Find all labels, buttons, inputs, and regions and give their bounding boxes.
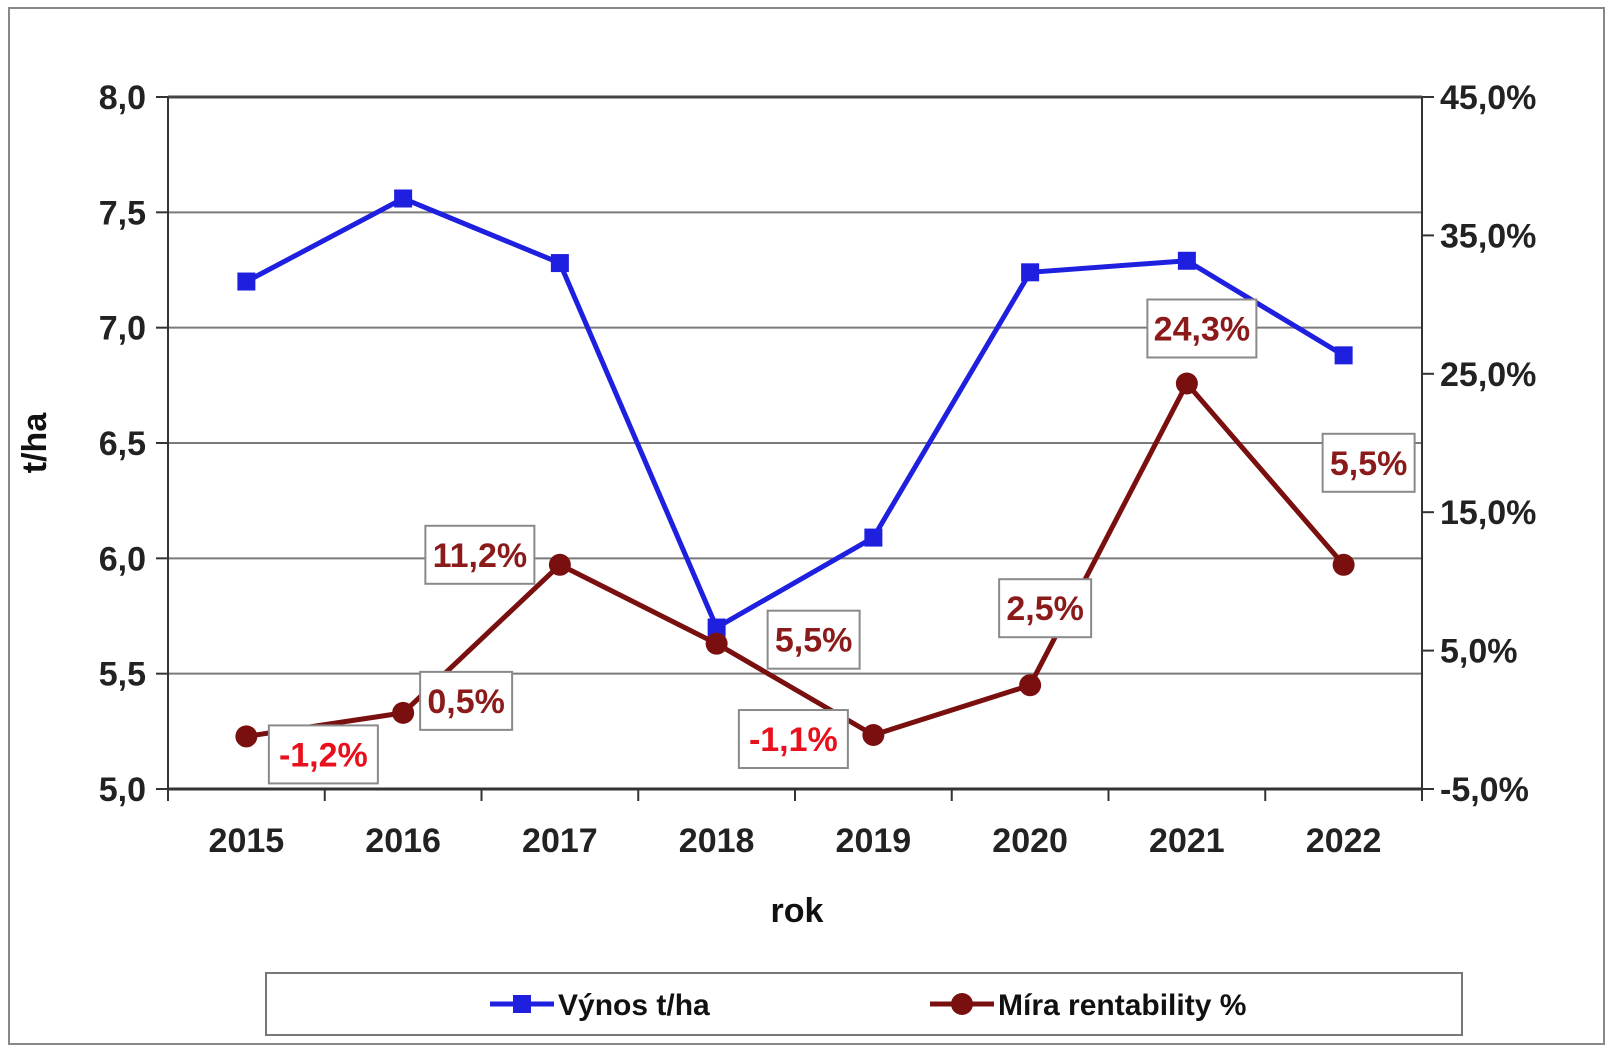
data-label-text: -1,1% [749,721,838,759]
data-label: 2,5% [998,578,1093,639]
yield-point [1334,346,1353,365]
data-label-box [1321,432,1416,493]
data-label-text: 11,2% [433,537,528,575]
axes-layer: 5,0 5,5 6,0 6,5 7,0 7,5 8,0 -5,0% 5,0% 15,0% 25,0%… [16,79,1536,930]
data-label-text: 5,5% [775,622,853,660]
data-label: 5,5% [1321,432,1416,493]
y-tick-label: 8,0 [99,79,146,117]
data-label: 24,3% [1146,298,1258,359]
legend-label: Výnos t/ha [558,989,710,1022]
x-tick-label: 2021 [1149,822,1225,860]
x-tick-label: 2015 [209,822,285,860]
y-axis-title: t/ha [16,412,54,474]
legend-layer: Výnos t/ha Míra rentability % [265,972,1463,1036]
data-label: -1,1% [737,709,849,770]
yield-point [550,254,569,273]
yield-point [707,618,726,637]
legend-label: Míra rentability % [998,989,1246,1022]
data-label: 0,5% [419,670,514,731]
x-tick-label: 2017 [522,822,598,860]
y2-tick-label: 35,0% [1440,217,1536,255]
y2-tick-label: 15,0% [1440,494,1536,532]
data-label-text: -1,2% [279,736,368,774]
x-tick-label: 2016 [365,822,441,860]
x-tick-label: 2019 [836,822,912,860]
data-label-text: 0,5% [427,683,505,721]
outer-border [8,7,1605,1045]
legend-box [265,972,1463,1036]
rentability-point [705,632,728,655]
y2-tick-label: 45,0% [1440,79,1536,117]
data-label-text: 2,5% [1006,590,1084,628]
data-label: 11,2% [424,524,536,585]
data-label-text: 24,3% [1154,310,1250,348]
rentability-point [1019,674,1042,697]
legend-swatch-marker [951,993,973,1015]
yield-point [864,528,883,547]
rentability-point [548,553,571,576]
data-label-box [766,609,861,670]
series-line-0 [245,195,1345,631]
rentability-point [235,725,258,748]
rentability-point [1332,553,1355,576]
y-tick-label: 6,0 [99,540,146,578]
x-tick-label: 2022 [1306,822,1382,860]
data-label: -1,2% [267,724,379,785]
x-tick-label: 2020 [992,822,1068,860]
yield-point [394,189,413,208]
series-layer [235,189,1355,748]
x-axis-title: rok [771,892,824,930]
data-label-text: 5,5% [1330,445,1408,483]
y2-tick-label: -5,0% [1440,771,1529,809]
y-tick-label: 5,0 [99,771,146,809]
y-tick-label: 7,5 [99,194,146,232]
data-label-box [998,578,1093,639]
y2-tick-label: 25,0% [1440,356,1536,394]
yield-point [237,272,256,291]
yield-point [1021,263,1040,282]
x-tick-label: 2018 [679,822,755,860]
rentability-point [392,701,415,724]
data-label-box [267,724,379,785]
labels-layer: -1,2% 0,5% 11,2% 5,5% -1,1% 2,5% 24,3% 5,5% [267,298,1416,785]
legend-swatch-marker [513,995,531,1013]
y-tick-label: 7,0 [99,310,146,348]
data-label-box [1146,298,1258,359]
y2-tick-label: 5,0% [1440,633,1518,671]
y-tick-label: 6,5 [99,425,146,463]
rentability-point [862,724,885,747]
data-label-box [419,670,514,731]
rentability-point [1175,372,1198,395]
yield-point [1177,251,1196,270]
data-label-box [424,524,536,585]
data-label: 5,5% [766,609,861,670]
y-tick-label: 5,5 [99,656,146,694]
data-label-box [737,709,849,770]
